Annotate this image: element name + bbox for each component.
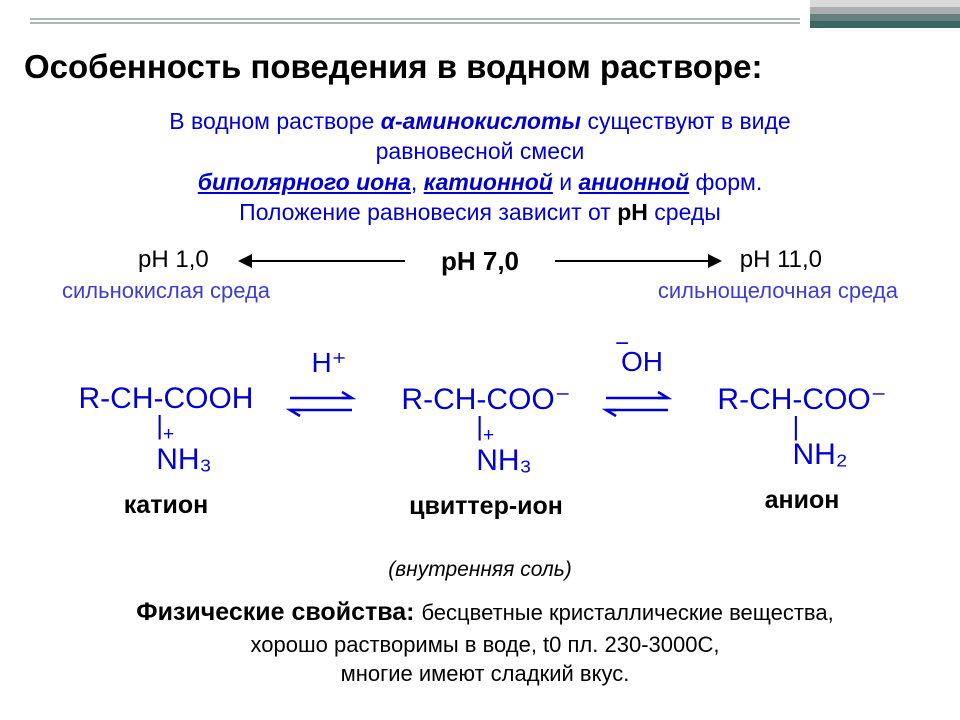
- term-cationic: катионной: [424, 169, 553, 195]
- ph-low-label: pH 1,0: [138, 246, 209, 274]
- molecule-zwitterion: R-CH-COO⁻ |+ NH₃ цвиттер-ион: [356, 382, 616, 521]
- ph-mid-label: pH 7,0: [441, 246, 519, 277]
- intro-text: ,: [411, 169, 424, 195]
- formula-nh: NH₂: [793, 438, 848, 472]
- ph-scale: pH 1,0 pH 7,0 pH 11,0 сильнокислая среда…: [60, 246, 900, 326]
- term-alpha-amino: α-аминокислоты: [381, 108, 581, 134]
- inner-salt-note: (внутренняя соль): [0, 558, 960, 582]
- formula-main: R-CH-COOH: [36, 382, 296, 416]
- reaction-scheme: H⁺ − OH R-CH-COOH |+ NH₃ катион: [36, 338, 924, 548]
- stripe: [810, 14, 960, 21]
- arrow-right-icon: [555, 260, 710, 262]
- molecule-cation: R-CH-COOH |+ NH₃ катион: [36, 382, 296, 520]
- term-ph: pH: [617, 199, 648, 225]
- intro-text: форм.: [689, 169, 762, 195]
- page-title: Особенность поведения в водном растворе:: [24, 48, 952, 86]
- intro-text: и: [553, 169, 579, 195]
- reagent-hplus: H⁺: [284, 346, 374, 379]
- phys-text: хорошо растворимы в воде, t0 пл. 230-300…: [251, 632, 720, 657]
- ion-name-zwitterion: цвиттер-ион: [356, 492, 616, 521]
- phys-text: многие имеют сладкий вкус.: [341, 661, 630, 686]
- equilibrium-arrow-icon: [286, 388, 356, 425]
- phys-lead: Физические свойства:: [136, 598, 421, 626]
- charge-plus: +: [163, 424, 174, 445]
- bond-symbol: |+: [156, 414, 212, 443]
- formula-nh: NH₃: [156, 443, 212, 477]
- arrow-left-icon: [250, 260, 405, 262]
- charge-plus: +: [483, 425, 494, 446]
- phys-text: бесцветные кристаллические вещества,: [421, 600, 833, 625]
- molecule-anion: R-CH-COO⁻ | NH₂ анион: [672, 382, 932, 515]
- ion-name-cation: катион: [36, 491, 296, 520]
- intro-paragraph: В водном растворе α-аминокислоты существ…: [60, 106, 900, 227]
- reagent-label: H⁺: [312, 347, 347, 378]
- bond-symbol: |+: [476, 415, 532, 444]
- stripe: [810, 7, 960, 14]
- intro-text: среды: [648, 199, 721, 225]
- term-anionic: анионной: [578, 169, 689, 195]
- physical-properties: Физические свойства: бесцветные кристалл…: [80, 596, 890, 689]
- bond-symbol: |: [793, 415, 848, 438]
- formula-main: R-CH-COO⁻: [672, 382, 932, 417]
- ion-name-anion: анион: [672, 486, 932, 515]
- term-bipolar-ion: биполярного иона: [198, 169, 411, 195]
- formula-main: R-CH-COO⁻: [356, 382, 616, 417]
- reagent-ohminus: − OH: [592, 346, 692, 378]
- header-rule: [30, 18, 800, 24]
- intro-text: Положение равновесия зависит от: [239, 199, 617, 225]
- stripe: [810, 0, 960, 7]
- basic-env-label: сильнощелочная среда: [658, 278, 898, 304]
- header-stripes: [810, 0, 960, 28]
- intro-text: В водном растворе: [169, 108, 380, 134]
- intro-text: существуют в виде: [581, 108, 791, 134]
- formula-nh: NH₃: [476, 444, 532, 478]
- acidic-env-label: сильнокислая среда: [62, 278, 270, 304]
- intro-text: равновесной смеси: [376, 138, 585, 164]
- ph-high-label: pH 11,0: [740, 246, 822, 274]
- stripe: [810, 21, 960, 28]
